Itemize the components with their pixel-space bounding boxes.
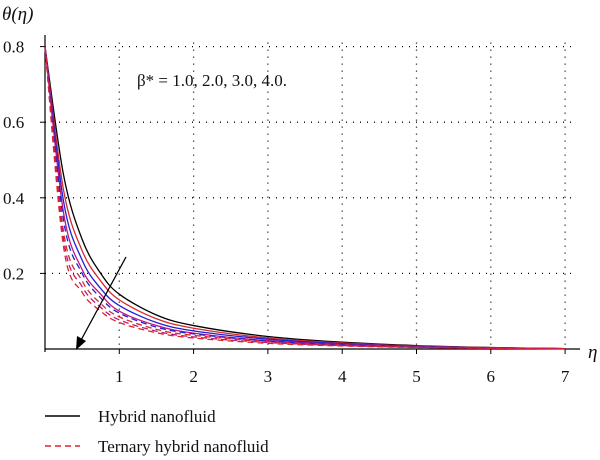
ternary-series-line bbox=[44, 46, 566, 350]
ternary-series-line bbox=[44, 46, 566, 350]
y-tick-label: 0.6 bbox=[3, 113, 24, 132]
ticks: 1 2 3 4 5 6 7 0.2 0.4 0.6 0.8 bbox=[3, 38, 570, 386]
y-tick-label: 0.2 bbox=[3, 264, 24, 283]
trend-arrow bbox=[76, 256, 127, 350]
hybrid-series-line bbox=[44, 46, 566, 350]
y-tick-label: 0.4 bbox=[3, 189, 25, 208]
x-tick-label: 4 bbox=[338, 367, 347, 386]
legend-label-hybrid: Hybrid nanofluid bbox=[98, 407, 216, 426]
y-tick-label: 0.8 bbox=[3, 38, 24, 57]
ternary-series-line bbox=[44, 46, 566, 350]
annotation-beta: β* = 1.0, 2.0, 3.0, 4.0. bbox=[137, 71, 287, 90]
x-tick-label: 1 bbox=[115, 367, 124, 386]
series-group bbox=[44, 46, 566, 350]
hybrid-series-line bbox=[44, 46, 566, 350]
x-tick-label: 5 bbox=[412, 367, 421, 386]
y-axis-title: θ(η) bbox=[2, 4, 33, 25]
x-tick-label: 2 bbox=[189, 367, 198, 386]
legend: Hybrid nanofluid Ternary hybrid nanoflui… bbox=[45, 407, 269, 456]
x-axis-title: η bbox=[588, 342, 597, 363]
hybrid-series-line bbox=[44, 46, 566, 350]
legend-label-ternary: Ternary hybrid nanofluid bbox=[98, 437, 269, 456]
axes bbox=[44, 35, 580, 352]
x-tick-label: 7 bbox=[561, 367, 570, 386]
ternary-series-line bbox=[44, 46, 566, 350]
x-tick-label: 6 bbox=[487, 367, 496, 386]
x-tick-label: 3 bbox=[264, 367, 273, 386]
hybrid-series-line bbox=[44, 46, 566, 350]
